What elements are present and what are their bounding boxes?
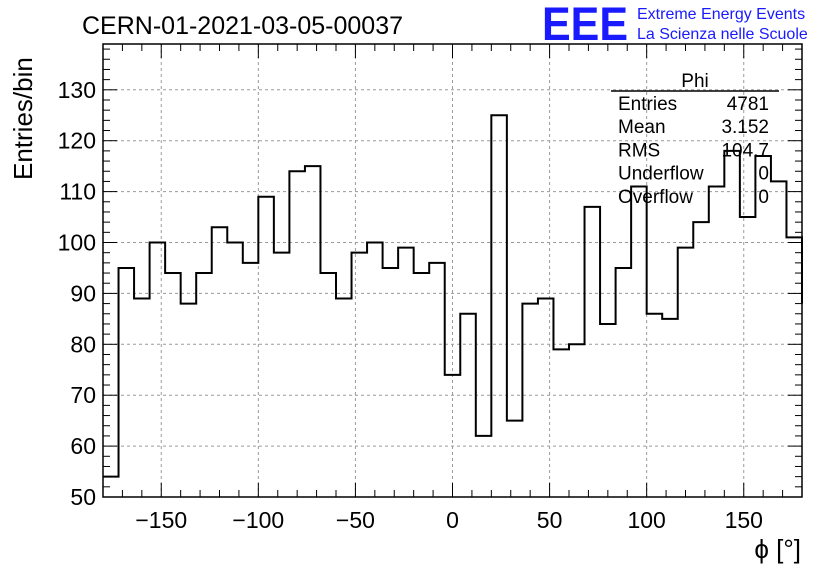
- histogram-bin: [212, 227, 228, 497]
- y-tick-label: 110: [59, 179, 96, 205]
- y-axis-label: Entries/bin: [8, 57, 38, 180]
- histogram-bin: [522, 304, 538, 497]
- histogram-bin: [289, 171, 305, 497]
- histogram-bin: [460, 314, 476, 497]
- histogram-bin: [243, 263, 259, 497]
- stats-value: 4781: [727, 94, 769, 115]
- x-tick-label: 0: [446, 507, 459, 533]
- histogram-series: [103, 114, 803, 497]
- x-axis-label: ϕ [°]: [754, 534, 801, 564]
- histogram-bin: [429, 263, 445, 497]
- histogram-bin: [491, 115, 507, 497]
- histogram-bin: [165, 273, 181, 497]
- stats-label: Entries: [618, 94, 677, 115]
- histogram-bin: [678, 248, 694, 497]
- histogram-bin: [724, 151, 740, 497]
- stats-label: RMS: [618, 140, 660, 161]
- stats-box-title: Phi: [681, 71, 708, 92]
- logo-line-1: Extreme Energy Events: [637, 6, 805, 23]
- histogram-bin: [600, 324, 616, 497]
- histogram-bin: [740, 217, 756, 497]
- histogram-bin: [507, 421, 523, 497]
- stats-label: Overflow: [618, 187, 693, 208]
- x-tick-label: −100: [232, 507, 284, 533]
- stats-value: 3.152: [721, 117, 769, 138]
- y-tick-label: 80: [70, 331, 96, 357]
- histogram-bin: [476, 436, 492, 497]
- stats-value: 0: [758, 187, 769, 208]
- histogram-bin: [227, 243, 243, 497]
- y-tick-labels: 50 60 70 80 90 100 110 120 130: [58, 77, 96, 510]
- histogram-bin: [771, 181, 787, 497]
- histogram-bin: [320, 273, 336, 497]
- x-tick-label: −50: [336, 507, 375, 533]
- histogram-bin: [709, 187, 725, 497]
- logo-line-2: La Scienza nelle Scuole: [637, 26, 808, 43]
- histogram-bin: [258, 197, 274, 497]
- x-tick-label: 100: [627, 507, 665, 533]
- grid-lines: [103, 44, 802, 497]
- histogram-bin: [786, 237, 802, 497]
- histogram-bin: [647, 314, 663, 497]
- x-tick-labels: −150 −100 −50 0 50 100 150: [135, 507, 763, 533]
- y-tick-label: 50: [70, 484, 96, 510]
- histogram-bin: [585, 207, 601, 497]
- y-tick-label: 130: [58, 77, 96, 103]
- histogram-bin: [150, 243, 166, 497]
- stats-box: Phi Entries 4781 Mean 3.152 RMS 104.7 Underflo…: [611, 71, 779, 208]
- y-tick-label: 90: [70, 280, 96, 306]
- histogram-bin: [352, 253, 368, 497]
- y-tick-label: 60: [70, 433, 96, 459]
- histogram-bin: [383, 268, 399, 497]
- histogram-bin: [538, 298, 554, 497]
- y-tick-label: 120: [58, 128, 96, 154]
- histogram-bin: [693, 222, 709, 497]
- histogram-bin: [662, 319, 678, 497]
- histogram-bin: [181, 304, 197, 497]
- y-tick-label: 70: [70, 382, 96, 408]
- histogram-bin: [305, 166, 321, 497]
- histogram-bin: [196, 273, 212, 497]
- stats-value: 104.7: [721, 140, 769, 161]
- histogram-outline: [103, 114, 803, 478]
- eee-logo-mark: EEE: [542, 0, 628, 50]
- histogram-bin: [553, 349, 569, 497]
- histogram-bin: [398, 248, 414, 497]
- histogram-bin: [134, 298, 150, 497]
- histogram-bin: [274, 253, 290, 497]
- x-tick-label: 50: [537, 507, 563, 533]
- histogram-bin: [569, 344, 585, 497]
- chart-title: CERN-01-2021-03-05-00037: [82, 12, 403, 40]
- stats-label: Mean: [618, 117, 666, 138]
- histogram-bin: [631, 187, 647, 497]
- histogram-bin: [367, 243, 383, 497]
- x-tick-label: −150: [135, 507, 187, 533]
- stats-value: 0: [758, 164, 769, 185]
- y-tick-label: 100: [58, 230, 96, 256]
- histogram-bin: [336, 298, 352, 497]
- histogram-bin: [414, 273, 430, 497]
- histogram-bin: [616, 268, 632, 497]
- stats-label: Underflow: [618, 164, 704, 185]
- x-tick-label: 150: [725, 507, 763, 533]
- histogram-bin: [119, 268, 135, 497]
